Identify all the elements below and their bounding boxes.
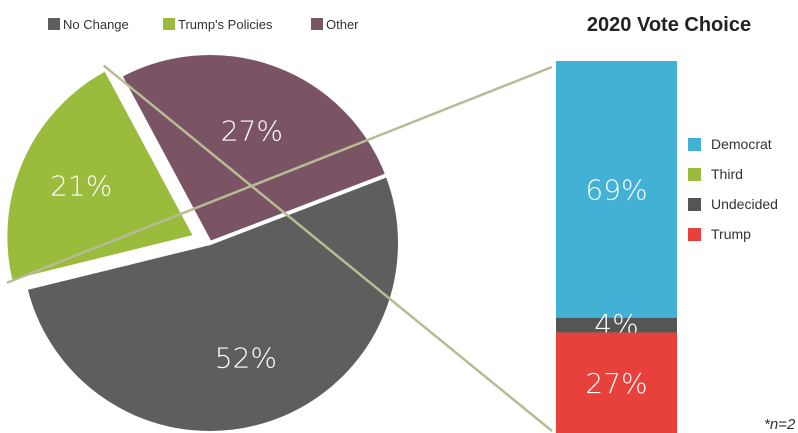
bar-value-label-trump: 27%: [585, 367, 647, 400]
connector-line-top: [6, 65, 553, 284]
legend-swatch-no-change: [48, 18, 60, 30]
legend-swatch-trump-s-policies: [163, 18, 175, 30]
pie-legend: No Change Trump's Policies Other: [48, 17, 359, 32]
pie-value-label-other: 27%: [221, 115, 283, 148]
pie-value-label-trump-s-policies: 21%: [50, 170, 112, 203]
pie-value-label-no-change: 52%: [215, 342, 277, 375]
connector-line-bottom: [102, 64, 553, 432]
pie-chart: 52% 21% 27%: [3, 51, 402, 433]
bar-legend-label-undecided: Undecided: [711, 196, 778, 212]
bar-legend: Democrat Third Undecided Trump: [688, 136, 778, 242]
bar-legend-label-third: Third: [711, 166, 743, 182]
bar-segment-democrat: [556, 61, 677, 318]
explode-connectors: [6, 64, 553, 432]
footnote: *n=2: [764, 416, 796, 433]
legend-swatch-other: [311, 18, 323, 30]
bar-value-label-democrat: 69%: [585, 173, 647, 206]
bar-segment-undecided: [556, 317, 677, 333]
bar-chart-title: 2020 Vote Choice: [587, 14, 751, 36]
legend-label-trump-s-policies: Trump's Policies: [178, 17, 273, 32]
bar-legend-swatch-trump: [688, 228, 701, 241]
bar-legend-label-democrat: Democrat: [711, 136, 772, 152]
bar-legend-swatch-democrat: [688, 138, 701, 151]
bar-legend-label-trump: Trump: [711, 226, 751, 242]
legend-label-no-change: No Change: [63, 17, 129, 32]
bar-legend-swatch-undecided: [688, 198, 701, 211]
pie-slice-no-change: [23, 172, 402, 433]
bar-segment-trump: [556, 332, 677, 433]
legend-label-other: Other: [326, 17, 359, 32]
stacked-bar-chart: 69%4%27%: [556, 61, 677, 433]
pie-slice-trump-s-policies: [3, 67, 198, 284]
bar-legend-swatch-third: [688, 168, 701, 181]
